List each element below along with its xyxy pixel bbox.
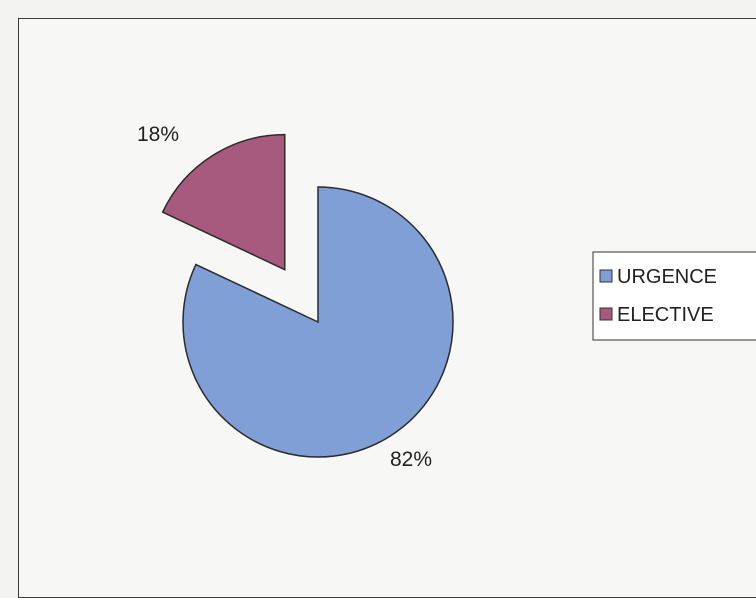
legend-label-elective: ELECTIVE (617, 304, 714, 326)
legend-box (592, 251, 756, 341)
pie-slice-urgence (182, 186, 454, 458)
legend-swatch-elective (599, 307, 613, 321)
legend: URGENCE ELECTIVE (592, 251, 756, 341)
pie-label-urgence: 82% (390, 448, 432, 471)
legend-swatch-urgence (599, 269, 613, 283)
pie-slice-elective (161, 133, 286, 271)
pie-label-elective: 18% (137, 123, 179, 146)
pie-chart: 82% 18% URGENCE ELECTIVE (137, 123, 756, 471)
legend-label-urgence: URGENCE (617, 266, 717, 288)
pie-slices (161, 133, 454, 458)
pie-labels: 82% 18% (137, 123, 432, 471)
